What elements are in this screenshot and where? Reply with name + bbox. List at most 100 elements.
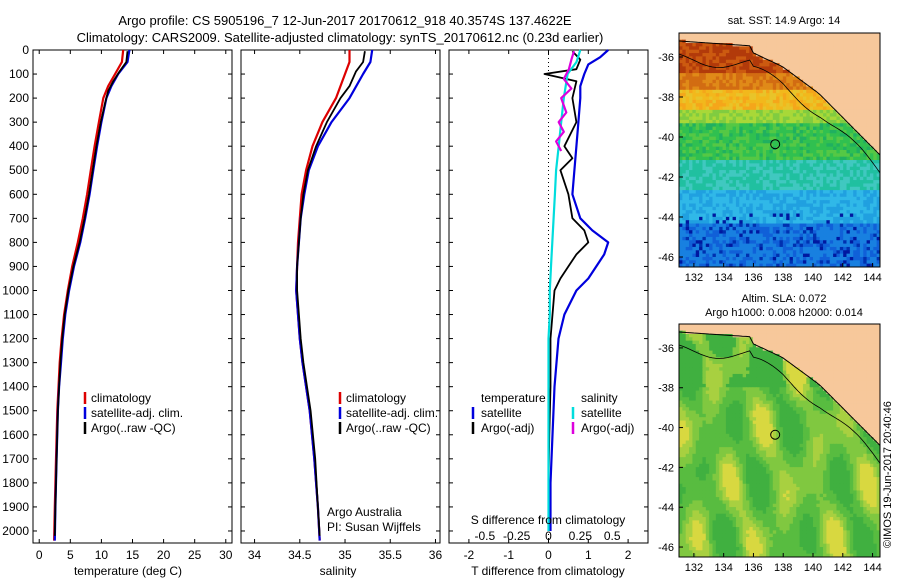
- map-cell: [813, 333, 817, 338]
- map-cell: [849, 324, 854, 328]
- map-cell: [779, 213, 784, 218]
- map-cell: [712, 196, 717, 201]
- map-cell: [802, 343, 807, 348]
- map-cell: [709, 56, 713, 61]
- map-cell: [712, 330, 717, 335]
- map-cell: [802, 253, 807, 258]
- map-cell: [769, 119, 774, 124]
- map-cell: [806, 337, 811, 342]
- map-cell: [699, 43, 703, 47]
- map-cell: [766, 196, 770, 201]
- map-cell: [876, 330, 880, 335]
- map-cell: [766, 66, 770, 71]
- map-cell: [813, 203, 817, 208]
- map-cell: [813, 196, 817, 201]
- map-cell: [839, 93, 844, 98]
- map-cell: [809, 213, 814, 218]
- map-cell: [829, 190, 834, 194]
- map-cell: [826, 170, 831, 174]
- map-cell: [846, 347, 851, 352]
- map-cell: [725, 146, 730, 151]
- map-cell: [833, 63, 837, 67]
- map-cell: [732, 146, 737, 151]
- map-cell: [769, 96, 774, 101]
- map-cell: [742, 226, 747, 231]
- map-cell: [682, 263, 687, 267]
- map-cell: [709, 193, 713, 198]
- map-cell: [873, 176, 878, 181]
- map-cell: [749, 193, 754, 198]
- map-cell: [735, 206, 740, 211]
- map-cell: [833, 59, 837, 64]
- map-cell: [712, 176, 717, 181]
- map-cell: [813, 93, 817, 98]
- map-cell: [799, 200, 804, 204]
- map-cell: [853, 230, 858, 235]
- map-cell: [699, 216, 703, 221]
- map-cell: [869, 113, 874, 118]
- map-cell: [799, 190, 804, 194]
- map-cell: [742, 263, 747, 267]
- map-cell: [859, 183, 864, 188]
- map-cell: [799, 176, 804, 181]
- map-cell: [722, 119, 727, 124]
- map-cell: [836, 170, 841, 174]
- map-cell: [843, 129, 847, 134]
- map-cell: [756, 180, 760, 184]
- map-cell: [836, 46, 841, 51]
- map-cell: [792, 139, 797, 144]
- map-cell: [772, 116, 777, 121]
- map-cell: [776, 39, 780, 44]
- map-cell: [735, 216, 740, 221]
- map-cell: [749, 213, 754, 218]
- map-cell: [859, 119, 864, 124]
- map-cell: [732, 56, 737, 61]
- map-cell: [739, 79, 744, 84]
- map-cell: [709, 83, 713, 87]
- map-cell: [742, 126, 747, 131]
- map-cell: [829, 43, 834, 47]
- map-cell: [752, 106, 757, 111]
- map-cell: [685, 76, 690, 81]
- map-cell: [725, 119, 730, 124]
- map-cell: [779, 143, 784, 148]
- map-cell: [746, 223, 750, 228]
- map-cell: [766, 39, 770, 44]
- map-cell: [746, 163, 750, 168]
- map-cell: [769, 170, 774, 174]
- map-cell: [722, 133, 727, 138]
- map-cell: [866, 253, 871, 258]
- map-cell: [752, 109, 757, 114]
- map-cell: [762, 69, 767, 74]
- map-cell: [712, 236, 717, 241]
- map-cell: [806, 69, 811, 74]
- map-cell: [826, 123, 831, 128]
- map-cell: [819, 126, 824, 131]
- map-cell: [789, 166, 794, 171]
- map-cell: [776, 163, 780, 168]
- map-cell: [776, 233, 780, 238]
- map-cell: [769, 56, 774, 61]
- map-cell: [709, 113, 713, 118]
- map-cell: [843, 243, 847, 248]
- map-cell: [876, 83, 880, 87]
- map-cell: [779, 327, 784, 332]
- map-cell: [702, 324, 707, 328]
- map-cell: [732, 210, 737, 215]
- map-cell: [725, 59, 730, 64]
- map-cell: [759, 216, 764, 221]
- map-cell: [792, 206, 797, 211]
- map-cell: [876, 89, 880, 94]
- map-cell: [732, 136, 737, 141]
- map-cell: [876, 206, 880, 211]
- map-cell: [836, 93, 841, 98]
- map-cell: [685, 186, 690, 191]
- map-cell: [702, 230, 707, 235]
- map-cell: [712, 216, 717, 221]
- map-cell: [782, 347, 787, 352]
- map-cell: [853, 166, 858, 171]
- map-cell: [685, 109, 690, 114]
- map-cell: [722, 233, 727, 238]
- map-cell: [752, 129, 757, 134]
- map-cell: [823, 243, 827, 248]
